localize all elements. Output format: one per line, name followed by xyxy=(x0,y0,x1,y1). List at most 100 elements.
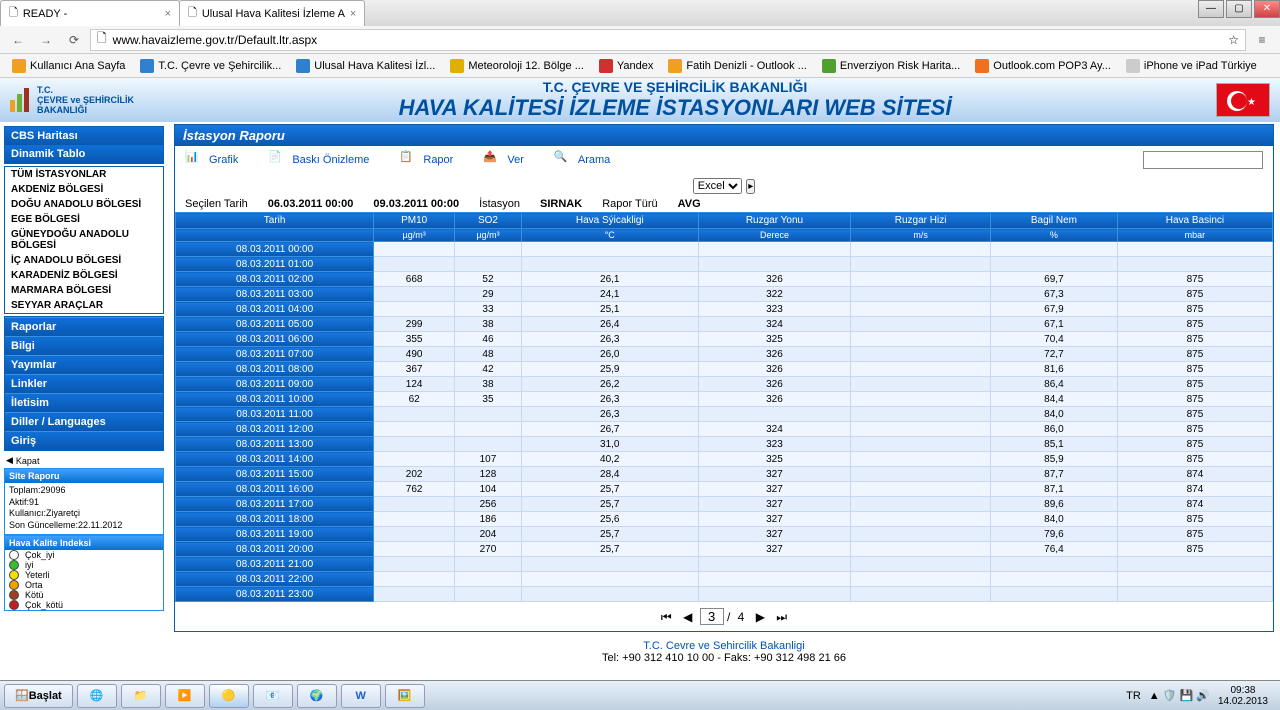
table-cell: 325 xyxy=(698,452,851,467)
bookmark-item[interactable]: Ulusal Hava Kalitesi İzl... xyxy=(290,57,441,75)
back-button[interactable]: ← xyxy=(6,29,30,51)
table-cell xyxy=(455,557,522,572)
sidebar-item[interactable]: GÜNEYDOĞU ANADOLU BÖLGESİ xyxy=(5,227,163,253)
start-button[interactable]: 🪟 Başlat xyxy=(4,684,73,708)
table-cell xyxy=(851,317,991,332)
sidebar-item[interactable]: EGE BÖLGESİ xyxy=(5,212,163,227)
table-cell xyxy=(374,437,455,452)
bookmark-item[interactable]: Fatih Denizli - Outlook ... xyxy=(662,57,812,75)
reload-button[interactable]: ⟳ xyxy=(62,29,86,51)
legend-item: Kötü xyxy=(5,590,163,600)
legend-item: Yeterli xyxy=(5,570,163,580)
baski-button[interactable]: 📄Baskı Önizleme xyxy=(268,150,369,170)
pager-last[interactable]: ⏭ xyxy=(776,610,787,624)
arama-button[interactable]: 🔍Arama xyxy=(554,150,610,170)
sidebar-item[interactable]: Bilgi xyxy=(5,336,163,355)
task-pictures[interactable]: 🖼️ xyxy=(385,684,425,708)
sidebar-item[interactable]: Raporlar xyxy=(5,317,163,336)
minimize-button[interactable]: — xyxy=(1198,0,1224,18)
col-header: SO2 xyxy=(455,213,522,229)
table-cell xyxy=(851,392,991,407)
sidebar-item[interactable]: Linkler xyxy=(5,374,163,393)
browser-tab[interactable]: 🗋Ulusal Hava Kalitesi İzleme A× xyxy=(179,0,365,26)
sidebar-item[interactable]: Diller / Languages xyxy=(5,412,163,431)
table-cell: 875 xyxy=(1117,362,1272,377)
menu-button[interactable]: ≡ xyxy=(1250,29,1274,51)
tab-close-icon[interactable]: × xyxy=(350,8,356,20)
table-cell xyxy=(455,572,522,587)
table-cell: 86,4 xyxy=(990,377,1117,392)
sidebar-item[interactable]: İÇ ANADOLU BÖLGESİ xyxy=(5,253,163,268)
task-outlook[interactable]: 📧 xyxy=(253,684,293,708)
bookmark-item[interactable]: iPhone ve iPad Türkiye xyxy=(1120,57,1263,75)
clock[interactable]: 09:38 14.02.2013 xyxy=(1218,685,1268,707)
legend-item: Çok_kötü xyxy=(5,600,163,610)
sidebar-item[interactable]: Dinamik Tablo xyxy=(5,145,163,163)
bookmark-item[interactable]: Outlook.com POP3 Ay... xyxy=(969,57,1117,75)
bookmark-item[interactable]: Kullanıcı Ana Sayfa xyxy=(6,57,131,75)
browser-tab[interactable]: 🗋READY -× xyxy=(0,0,180,26)
pager-first[interactable]: ⏮ xyxy=(661,610,672,624)
lang-indicator[interactable]: TR xyxy=(1126,690,1141,702)
table-cell: 26,3 xyxy=(521,392,698,407)
rapor-button[interactable]: 📋Rapor xyxy=(399,150,453,170)
ver-button[interactable]: 📤Ver xyxy=(483,150,524,170)
table-cell: 72,7 xyxy=(990,347,1117,362)
kapat-link[interactable]: ◀ Kapat xyxy=(4,453,164,468)
tray-icons[interactable]: ▲ 🛡️ 💾 🔊 xyxy=(1149,689,1210,702)
table-cell: 327 xyxy=(698,542,851,557)
turkish-flag: ★ xyxy=(1216,83,1270,117)
sidebar-item[interactable]: KARADENİZ BÖLGESİ xyxy=(5,268,163,283)
table-cell: 875 xyxy=(1117,437,1272,452)
sidebar-item[interactable]: CBS Haritası xyxy=(5,127,163,145)
sidebar-item[interactable]: TÜM İSTASYONLAR xyxy=(5,167,163,182)
table-cell xyxy=(374,572,455,587)
site-header: T.C. ÇEVRE ve ŞEHİRCİLİK BAKANLIĞI T.C. … xyxy=(0,78,1280,122)
tab-close-icon[interactable]: × xyxy=(165,8,171,20)
table-cell xyxy=(851,272,991,287)
table-cell: 875 xyxy=(1117,407,1272,422)
sidebar-item[interactable]: SEYYAR ARAÇLAR xyxy=(5,298,163,313)
table-cell xyxy=(851,587,991,602)
task-explorer[interactable]: 📁 xyxy=(121,684,161,708)
bookmark-item[interactable]: Enverziyon Risk Harita... xyxy=(816,57,966,75)
task-ie[interactable]: 🌐 xyxy=(77,684,117,708)
sidebar-item[interactable]: İletisim xyxy=(5,393,163,412)
sidebar-item[interactable]: Giriş xyxy=(5,431,163,450)
table-cell: 08.03.2011 10:00 xyxy=(176,392,374,407)
table-cell xyxy=(1117,587,1272,602)
table-cell: 08.03.2011 18:00 xyxy=(176,512,374,527)
sidebar-item[interactable]: Yayımlar xyxy=(5,355,163,374)
task-earth[interactable]: 🌍 xyxy=(297,684,337,708)
sidebar-item[interactable]: AKDENİZ BÖLGESİ xyxy=(5,182,163,197)
maximize-button[interactable]: ▢ xyxy=(1226,0,1252,18)
sidebar-item[interactable]: DOĞU ANADOLU BÖLGESİ xyxy=(5,197,163,212)
grafik-button[interactable]: 📊Grafik xyxy=(185,150,238,170)
pager-prev[interactable]: ◀ xyxy=(683,610,692,624)
task-chrome[interactable]: 🟡 xyxy=(209,684,249,708)
forward-button[interactable]: → xyxy=(34,29,58,51)
col-header: Hava Basinci xyxy=(1117,213,1272,229)
task-media[interactable]: ▶️ xyxy=(165,684,205,708)
pager-current-input[interactable] xyxy=(700,608,724,625)
table-cell: 08.03.2011 20:00 xyxy=(176,542,374,557)
table-cell: 107 xyxy=(455,452,522,467)
search-input[interactable] xyxy=(1143,151,1263,169)
table-cell: 08.03.2011 03:00 xyxy=(176,287,374,302)
table-cell xyxy=(455,407,522,422)
bookmark-item[interactable]: Yandex xyxy=(593,57,660,75)
report-panel: İstasyon Raporu 📊Grafik 📄Baskı Önizleme … xyxy=(174,124,1274,632)
url-bar[interactable]: 🗋 www.havaizleme.gov.tr/Default.ltr.aspx… xyxy=(90,29,1246,51)
task-word[interactable]: W xyxy=(341,684,381,708)
bookmark-star-icon[interactable]: ☆ xyxy=(1228,33,1239,47)
bookmark-item[interactable]: Meteoroloji 12. Bölge ... xyxy=(444,57,590,75)
table-cell: 875 xyxy=(1117,287,1272,302)
bookmark-item[interactable]: T.C. Çevre ve Şehircilik... xyxy=(134,57,287,75)
table-cell xyxy=(851,542,991,557)
export-select[interactable]: Excel xyxy=(693,178,742,194)
sidebar-item[interactable]: MARMARA BÖLGESİ xyxy=(5,283,163,298)
pager-next[interactable]: ▶ xyxy=(756,610,765,624)
export-go-button[interactable]: ▸ xyxy=(746,179,755,194)
col-header: Ruzgar Yonu xyxy=(698,213,851,229)
close-button[interactable]: ✕ xyxy=(1254,0,1280,18)
